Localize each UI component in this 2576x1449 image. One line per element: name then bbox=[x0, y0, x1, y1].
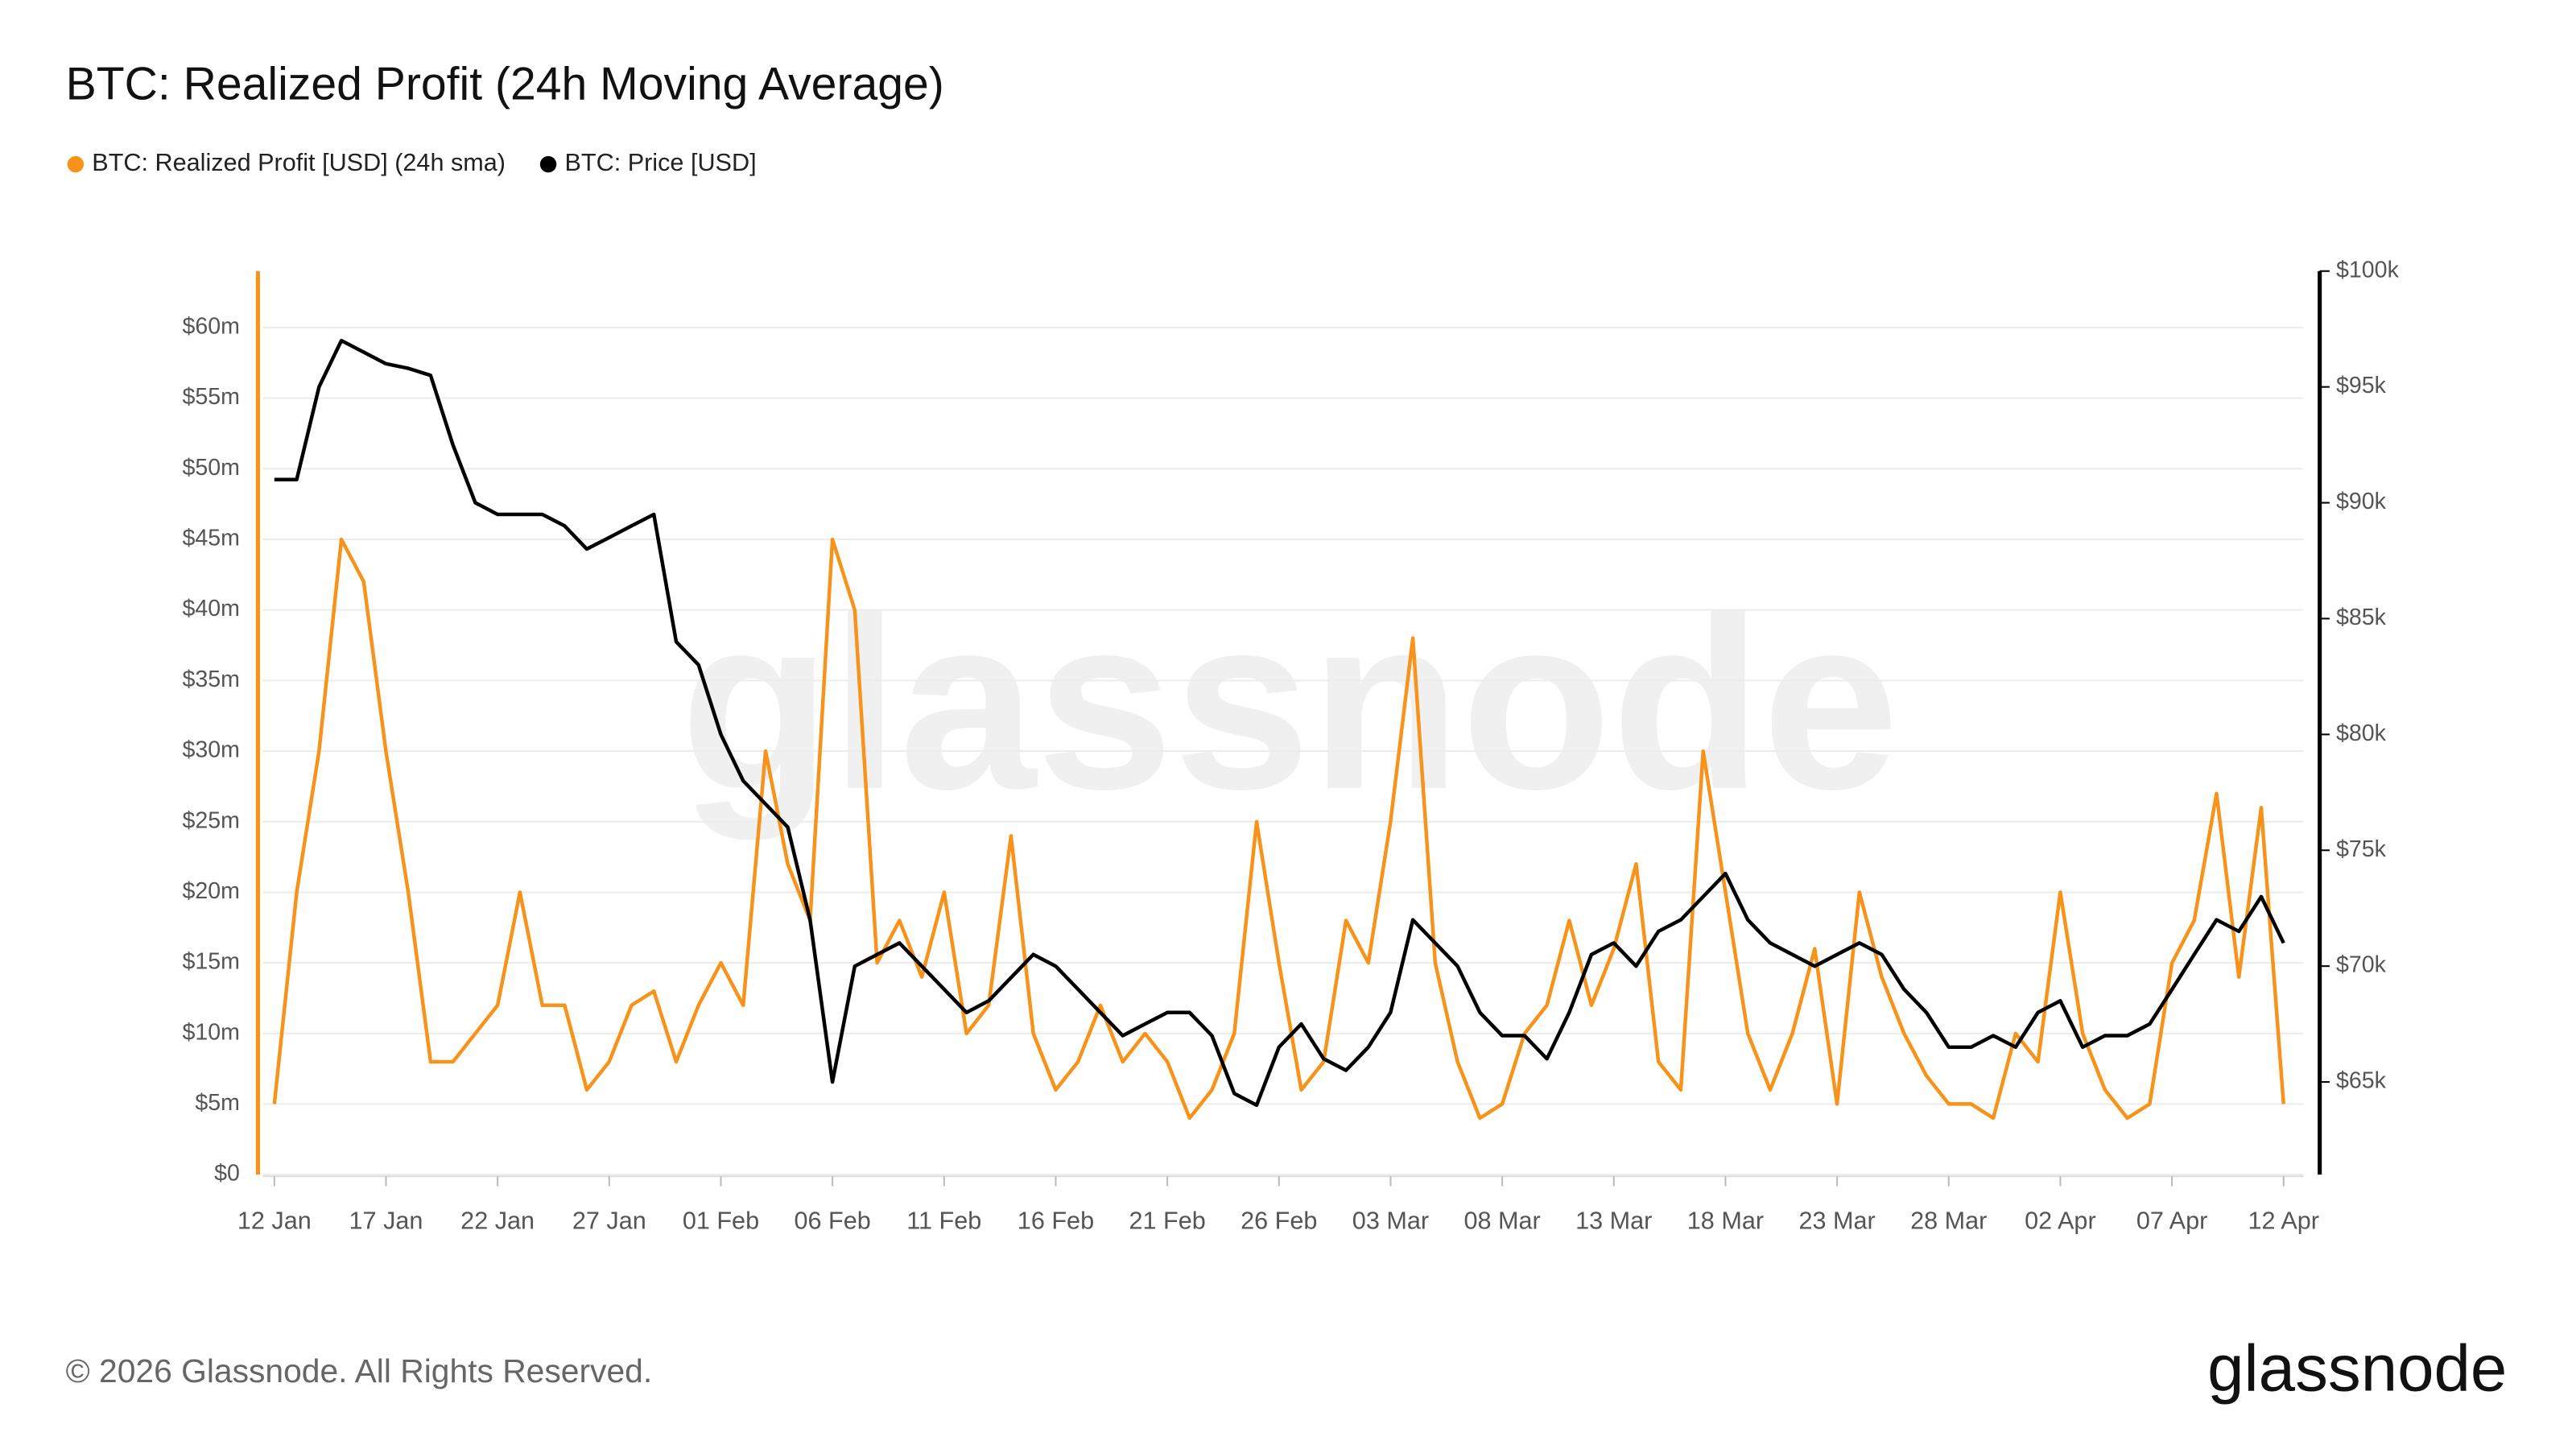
y-tick-label: $50m bbox=[183, 455, 240, 481]
x-tick-label: 23 Mar bbox=[1798, 1207, 1875, 1234]
y-tick-label: $5m bbox=[195, 1090, 240, 1116]
y2-tick-label: $95k bbox=[2336, 373, 2387, 398]
series-line bbox=[272, 537, 2285, 1121]
y-tick-label: $0 bbox=[214, 1161, 240, 1187]
y2-tick-label: $65k bbox=[2336, 1068, 2387, 1094]
y-tick-label: $40m bbox=[183, 596, 240, 621]
y2-tick-label: $70k bbox=[2336, 952, 2387, 978]
x-tick-label: 16 Feb bbox=[1018, 1207, 1094, 1234]
footer: © 2026 Glassnode. All Rights Reserved. bbox=[66, 1352, 653, 1389]
x-tick-label: 03 Mar bbox=[1352, 1207, 1429, 1234]
y-tick-label: $45m bbox=[183, 526, 240, 551]
x-tick-label: 27 Jan bbox=[572, 1207, 646, 1234]
y-tick-label: $60m bbox=[183, 313, 240, 339]
x-tick-label: 06 Feb bbox=[794, 1207, 870, 1234]
x-tick-label: 18 Mar bbox=[1687, 1207, 1764, 1234]
x-tick-label: 01 Feb bbox=[683, 1207, 759, 1234]
watermark: glassnode bbox=[680, 565, 1899, 842]
y-tick-label: $15m bbox=[183, 949, 240, 975]
y-tick-label: $30m bbox=[183, 737, 240, 763]
y2-tick-label: $80k bbox=[2336, 720, 2387, 746]
x-tick-label: 17 Jan bbox=[349, 1207, 423, 1234]
x-tick-label: 12 Apr bbox=[2248, 1207, 2319, 1234]
y2-tick-label: $100k bbox=[2336, 257, 2400, 283]
x-tick-label: 02 Apr bbox=[2025, 1207, 2096, 1234]
x-tick-label: 12 Jan bbox=[237, 1207, 312, 1234]
x-tick-label: 21 Feb bbox=[1129, 1207, 1205, 1234]
legend-label: BTC: Price [USD] bbox=[564, 149, 756, 176]
legend-dot bbox=[67, 155, 85, 173]
x-tick-label: 28 Mar bbox=[1910, 1207, 1987, 1234]
legend-label: BTC: Realized Profit [USD] (24h sma) bbox=[92, 149, 506, 176]
y-tick-label: $35m bbox=[183, 667, 240, 692]
x-tick-label: 13 Mar bbox=[1575, 1207, 1652, 1234]
y-tick-label: $55m bbox=[183, 384, 240, 410]
y-tick-label: $25m bbox=[183, 807, 240, 833]
x-tick-label: 22 Jan bbox=[460, 1207, 535, 1234]
x-tick-label: 11 Feb bbox=[906, 1207, 981, 1234]
x-tick-label: 08 Mar bbox=[1463, 1207, 1540, 1234]
chart-title: BTC: Realized Profit (24h Moving Average… bbox=[66, 58, 944, 109]
legend-dot bbox=[539, 155, 557, 173]
x-tick-label: 07 Apr bbox=[2136, 1207, 2208, 1234]
logo: glassnode bbox=[2207, 1332, 2507, 1406]
y-tick-label: $10m bbox=[183, 1019, 240, 1045]
y-tick-label: $20m bbox=[183, 878, 240, 904]
series-line bbox=[274, 338, 2285, 1108]
x-tick-label: 26 Feb bbox=[1241, 1207, 1317, 1234]
y2-tick-label: $75k bbox=[2336, 836, 2387, 862]
y2-tick-label: $85k bbox=[2336, 605, 2387, 630]
y2-tick-label: $90k bbox=[2336, 489, 2387, 514]
